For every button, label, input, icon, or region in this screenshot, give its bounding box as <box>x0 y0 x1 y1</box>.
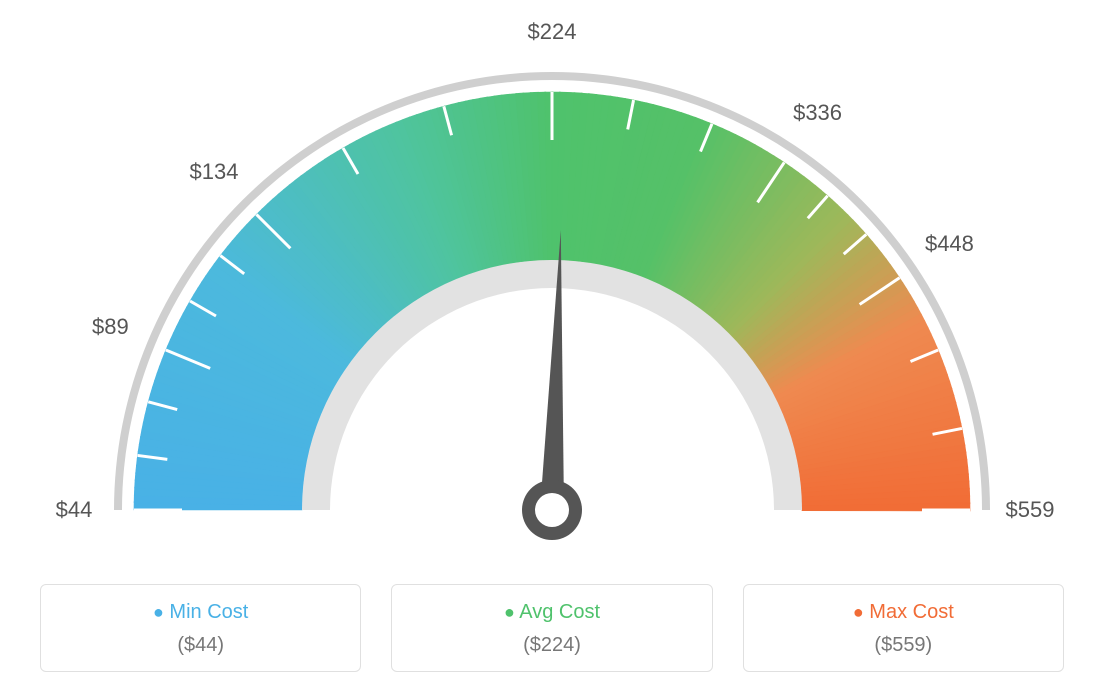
gauge-tick-label: $224 <box>528 19 577 45</box>
legend-value-avg: ($224) <box>402 634 701 657</box>
legend-value-max: ($559) <box>754 634 1053 657</box>
legend-title-max: ● Max Cost <box>754 601 1053 624</box>
gauge-tick-label: $336 <box>793 100 842 126</box>
gauge-tick-label: $134 <box>190 159 239 185</box>
legend-card-avg: ● Avg Cost ($224) <box>391 584 712 672</box>
gauge-tick-label: $448 <box>925 231 974 257</box>
legend-label: Max Cost <box>869 601 953 623</box>
legend-value-min: ($44) <box>51 634 350 657</box>
gauge-tick-label: $44 <box>56 497 93 523</box>
dot-icon: ● <box>153 602 164 622</box>
cost-gauge-widget: $44 $89 $134 $224 $336 $448 $559 ● Min Cost ($… <box>0 0 1104 690</box>
legend-row: ● Min Cost ($44) ● Avg Cost ($224) ● Max… <box>40 584 1064 672</box>
gauge-svg <box>0 0 1104 560</box>
legend-title-min: ● Min Cost <box>51 601 350 624</box>
legend-title-avg: ● Avg Cost <box>402 601 701 624</box>
gauge-area: $44 $89 $134 $224 $336 $448 $559 <box>0 0 1104 560</box>
gauge-tick-label: $89 <box>92 314 129 340</box>
legend-card-min: ● Min Cost ($44) <box>40 584 361 672</box>
gauge-tick-label: $559 <box>1006 497 1055 523</box>
dot-icon: ● <box>853 602 864 622</box>
dot-icon: ● <box>504 602 515 622</box>
legend-label: Min Cost <box>169 601 248 623</box>
legend-label: Avg Cost <box>519 601 600 623</box>
legend-card-max: ● Max Cost ($559) <box>743 584 1064 672</box>
